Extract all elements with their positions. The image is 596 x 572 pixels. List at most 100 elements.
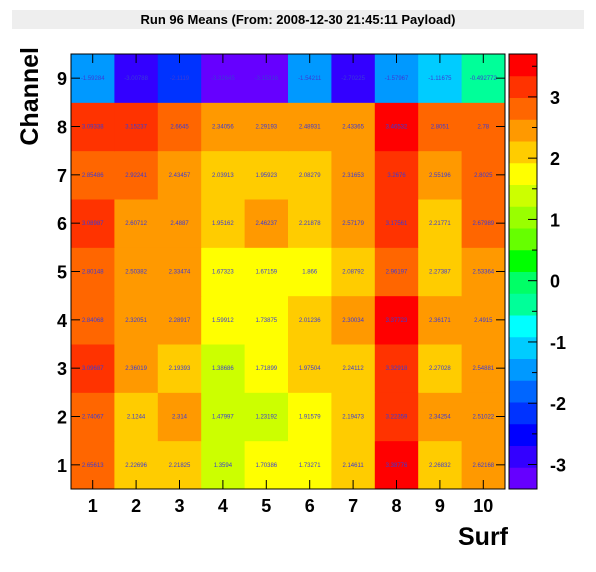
cell-value-label: 2.314: [172, 415, 188, 421]
cell-value-label: 2.33474: [169, 270, 191, 276]
cell-value-label: 2.14611: [342, 463, 364, 469]
palette-swatch: [509, 445, 537, 468]
cell-value-label: -1.59284: [81, 76, 105, 82]
palette-swatch: [509, 249, 537, 272]
y-tick-label: 7: [57, 166, 67, 186]
cell-value-label: 2.36019: [125, 366, 147, 372]
heatmap-cell: [374, 199, 419, 248]
cell-value-label: 1.38686: [212, 366, 234, 372]
heatmap-cell: [418, 247, 463, 297]
heatmap-cell: [244, 247, 289, 297]
y-tick-label: 1: [57, 456, 67, 476]
cell-value-label: 3.08987: [82, 221, 104, 227]
heatmap-cell: [288, 295, 332, 345]
heatmap-cell: [201, 150, 246, 200]
cell-value-label: 2.57179: [342, 221, 364, 227]
heatmap-cell: [244, 392, 289, 442]
cell-value-label: 2.29193: [255, 125, 277, 131]
heatmap-cell: [157, 199, 202, 248]
heatmap-cell: [288, 199, 332, 248]
cell-value-label: -3.00788: [124, 76, 148, 82]
cell-value-label: -1.11675: [428, 76, 452, 82]
cell-value-label: 2.80148: [82, 270, 104, 276]
cell-value-label: 2.19393: [169, 366, 191, 372]
cell-value-label: 2.62168: [472, 463, 494, 469]
x-tick-label: 1: [88, 496, 98, 516]
cell-value-label: 2.60712: [125, 221, 147, 227]
heatmap-cell: [374, 295, 419, 345]
heatmap-cell: [201, 295, 246, 345]
cell-value-label: 2.32051: [125, 318, 147, 324]
heatmap-cell: [418, 344, 463, 393]
cell-value-label: 1.95923: [255, 173, 277, 179]
cell-value-label: 2.26832: [429, 463, 451, 469]
cell-value-label: -2.1119: [170, 76, 190, 82]
x-tick-label: 6: [305, 496, 315, 516]
heatmap-cell: [244, 102, 289, 152]
cell-value-label: -2.70225: [341, 76, 365, 82]
heatmap-cell: [331, 295, 376, 345]
cell-value-label: 2.1244: [127, 415, 146, 421]
palette-tick-label: -3: [550, 455, 566, 475]
cell-value-label: -0.492772: [470, 76, 498, 82]
heatmap-cell: [418, 102, 463, 152]
heatmap-cell: [114, 344, 159, 393]
cell-value-label: 1.73271: [299, 463, 321, 469]
cell-value-label: 2.30034: [342, 318, 364, 324]
heatmap-cell: [331, 344, 376, 393]
heatmap-cell: [157, 295, 202, 345]
cell-value-label: 3.15237: [125, 125, 147, 131]
palette-tick-label: -2: [550, 394, 566, 414]
heatmap-cell: [374, 102, 419, 152]
x-tick-label: 10: [473, 496, 493, 516]
heatmap-cell: [374, 344, 419, 393]
cell-value-label: 1.97504: [299, 366, 321, 372]
cell-value-label: 1.67159: [255, 270, 277, 276]
y-tick-label: 8: [57, 118, 67, 138]
x-axis: 1 2 3 4 5 6 7 8 9 10: [88, 54, 493, 516]
cell-value-label: 2.8025: [474, 173, 493, 179]
heatmap-cell: [244, 199, 289, 248]
chart-title-box: Run 96 Means (From: 2008-12-30 21:45:11 …: [12, 10, 584, 29]
cell-value-label: -3.32645: [211, 76, 235, 82]
x-tick-label: 4: [218, 496, 228, 516]
cell-value-label: 2.54881: [472, 366, 494, 372]
color-palette-axis: -3 -2 -1 0 1 2 3: [528, 54, 566, 489]
cell-value-label: 2.08279: [299, 173, 321, 179]
cell-value-label: 1.71899: [255, 366, 277, 372]
palette-swatch: [509, 467, 537, 490]
cell-value-label: 2.55196: [429, 173, 451, 179]
cell-value-label: 2.34254: [429, 415, 451, 421]
heatmap-cell: [157, 247, 202, 297]
cell-value-label: 2.50382: [125, 270, 147, 276]
cell-value-label: 3.09687: [82, 366, 104, 372]
heatmap-cell: [418, 150, 463, 200]
cell-value-label: 2.84068: [82, 318, 104, 324]
heatmap-cell: [157, 344, 202, 393]
heatmap-cell: [374, 150, 419, 200]
cell-value-label: 3.2676: [387, 173, 406, 179]
x-tick-label: 9: [435, 496, 445, 516]
cell-value-label: 2.4887: [170, 221, 189, 227]
cell-value-label: 2.48931: [299, 125, 321, 131]
heatmap-cell: [114, 102, 159, 152]
x-tick-label: 2: [131, 496, 141, 516]
cell-value-label: 2.46237: [255, 221, 277, 227]
palette-tick-label: 0: [550, 272, 560, 292]
heatmap-cell: [418, 392, 463, 442]
cell-value-label: 2.96197: [386, 270, 408, 276]
heatmap-cell: [374, 247, 419, 297]
cell-value-label: 2.6645: [170, 125, 189, 131]
palette-swatch: [509, 358, 537, 381]
cell-value-label: 3.37723: [386, 318, 408, 324]
cell-value-label: 2.43365: [342, 125, 364, 131]
palette-swatch: [509, 141, 537, 164]
heatmap-cell: [201, 247, 246, 297]
palette-swatch: [509, 119, 537, 142]
y-tick-label: 5: [57, 263, 67, 283]
heatmap-cell: [157, 102, 202, 152]
cell-value-label: 1.73875: [255, 318, 277, 324]
palette-tick-label: 1: [550, 210, 560, 230]
heatmap-cell: [114, 199, 159, 248]
